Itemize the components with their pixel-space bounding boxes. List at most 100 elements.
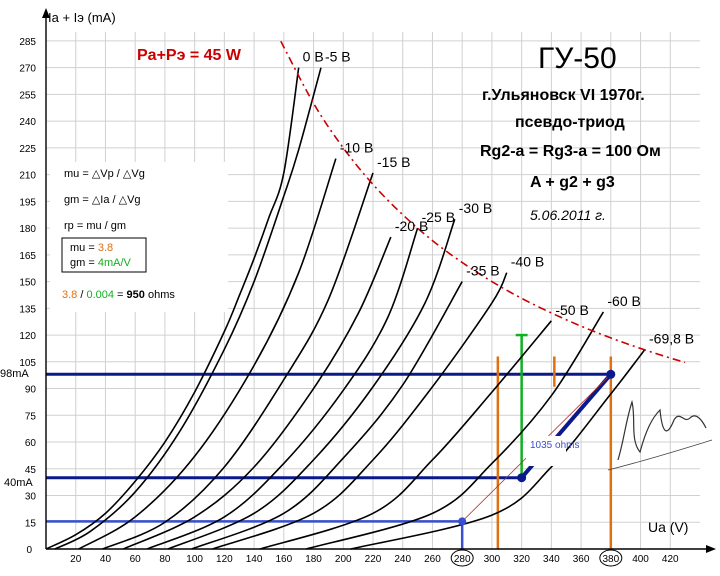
series-label: -15 В bbox=[377, 154, 410, 170]
x-tick-label: 280 bbox=[454, 554, 471, 565]
tube-curve bbox=[102, 172, 374, 550]
circled-tick bbox=[450, 549, 474, 567]
axes bbox=[42, 8, 716, 553]
rp-result: 3.8 / 0.004 = 950 ohms bbox=[62, 289, 175, 301]
y-tick-label: 255 bbox=[19, 90, 36, 101]
x-tick-label: 200 bbox=[335, 554, 352, 565]
circled-tick bbox=[599, 549, 623, 567]
x-tick-label: 120 bbox=[216, 554, 233, 565]
tube-curve bbox=[146, 227, 419, 550]
y-tick-label: 135 bbox=[19, 304, 36, 315]
x-tick-label: 80 bbox=[159, 554, 171, 565]
tube-curve bbox=[191, 281, 463, 550]
subtitle-line-1: г.Ульяновск VI 1970г. bbox=[482, 87, 645, 104]
series-label: -30 В bbox=[459, 200, 492, 216]
x-axis-label: Ua (V) bbox=[648, 519, 688, 535]
operating-point bbox=[458, 517, 467, 526]
y-tick-label: 90 bbox=[25, 385, 37, 396]
x-tick-label: 140 bbox=[246, 554, 263, 565]
mu-gm-box bbox=[61, 237, 147, 273]
x-tick-label: 220 bbox=[365, 554, 382, 565]
tube-curves bbox=[45, 67, 646, 550]
series-label: -25 В bbox=[422, 209, 455, 225]
y-axis-arrow bbox=[42, 8, 50, 18]
y-tick-label: 225 bbox=[19, 144, 36, 155]
x-tick-label: 420 bbox=[662, 554, 679, 565]
y-tick-label: 240 bbox=[19, 117, 36, 128]
tube-curve bbox=[305, 311, 605, 550]
series-label: -20 В bbox=[395, 218, 428, 234]
tube-curve bbox=[122, 236, 392, 550]
formula-mu: mu = △Vp / △Vg bbox=[64, 168, 145, 180]
x-tick-label: 260 bbox=[424, 554, 441, 565]
y-axis-label: Ia + Iэ (mA) bbox=[48, 10, 116, 25]
formula-panel bbox=[50, 162, 228, 312]
y-tick-label: 165 bbox=[19, 251, 36, 262]
x-tick-label: 400 bbox=[632, 554, 649, 565]
y-tick-label: 30 bbox=[25, 492, 37, 503]
formula-gm: gm = △Ia / △Vg bbox=[64, 194, 141, 206]
series-label: -5 В bbox=[325, 49, 351, 65]
box-gm: gm = 4mA/V bbox=[70, 257, 132, 269]
subtitle-line-3: Rg2-a = Rg3-a = 100 Ом bbox=[480, 143, 661, 160]
y-tick-label: 195 bbox=[19, 197, 36, 208]
tube-curve bbox=[350, 348, 646, 550]
x-tick-label: 40 bbox=[100, 554, 112, 565]
tube-curve bbox=[212, 272, 508, 550]
operating-point bbox=[606, 369, 616, 379]
x-tick-label: 360 bbox=[573, 554, 590, 565]
signature-flourish bbox=[607, 439, 713, 471]
series-label: -10 В bbox=[340, 140, 373, 156]
origin-label: 0 bbox=[26, 545, 32, 556]
series-label: -50 В bbox=[555, 302, 588, 318]
y-tick-label: 105 bbox=[19, 358, 36, 369]
y-mark-98: 98mA bbox=[0, 368, 29, 380]
tube-curve bbox=[45, 67, 300, 550]
marker-lines bbox=[46, 333, 613, 549]
tube-curve bbox=[167, 218, 456, 550]
tube-curve bbox=[78, 158, 337, 550]
series-label: -60 В bbox=[607, 293, 640, 309]
x-tick-label: 60 bbox=[130, 554, 142, 565]
x-tick-label: 340 bbox=[543, 554, 560, 565]
tube-curve bbox=[54, 67, 322, 550]
load-line-label-bg bbox=[526, 436, 566, 466]
series-label: -35 В bbox=[466, 263, 499, 279]
y-tick-label: 210 bbox=[19, 171, 36, 182]
x-tick-label: 320 bbox=[513, 554, 530, 565]
y-mark-40: 40mA bbox=[4, 477, 33, 489]
series-label: -69,8 В bbox=[649, 330, 694, 346]
grid bbox=[46, 32, 700, 549]
x-tick-label: 20 bbox=[70, 554, 82, 565]
subtitle-line-4: A + g2 + g3 bbox=[530, 174, 615, 191]
y-tick-label: 15 bbox=[25, 518, 37, 529]
y-tick-label: 180 bbox=[19, 224, 36, 235]
y-tick-label: 270 bbox=[19, 64, 36, 75]
formula-rp: rp = mu / gm bbox=[64, 220, 126, 232]
series-label: 0 В bbox=[303, 49, 324, 65]
chart-title: ГУ-50 bbox=[538, 42, 617, 75]
operating-point bbox=[517, 473, 527, 483]
series-label: -40 В bbox=[511, 254, 544, 270]
y-tick-label: 60 bbox=[25, 438, 37, 449]
x-tick-label: 380 bbox=[602, 554, 619, 565]
y-tick-label: 285 bbox=[19, 37, 36, 48]
y-tick-label: 75 bbox=[25, 411, 37, 422]
y-tick-label: 120 bbox=[19, 331, 36, 342]
signature bbox=[617, 399, 707, 461]
x-axis-arrow bbox=[706, 545, 716, 553]
tick-labels: 20 40 60 80 100 120 140 160 180 200 220 240 260 280 30… bbox=[19, 37, 679, 567]
load-line-label: 1035 ohms bbox=[530, 440, 579, 451]
subtitle-line-2: псевдо-триод bbox=[515, 114, 625, 131]
y-tick-label: 45 bbox=[25, 465, 37, 476]
x-tick-label: 160 bbox=[275, 554, 292, 565]
tube-curve bbox=[259, 320, 552, 550]
box-mu: mu = 3.8 bbox=[70, 242, 113, 254]
x-tick-label: 100 bbox=[186, 554, 203, 565]
series-labels: 0 В -5 В -10 В-15 В -20 В-25 В-30 В -35 В -40… bbox=[303, 49, 694, 347]
power-hyperbola bbox=[280, 40, 686, 364]
x-tick-label: 300 bbox=[484, 554, 501, 565]
x-tick-label: 240 bbox=[394, 554, 411, 565]
date-text: 5.06.2011 г. bbox=[530, 207, 606, 223]
